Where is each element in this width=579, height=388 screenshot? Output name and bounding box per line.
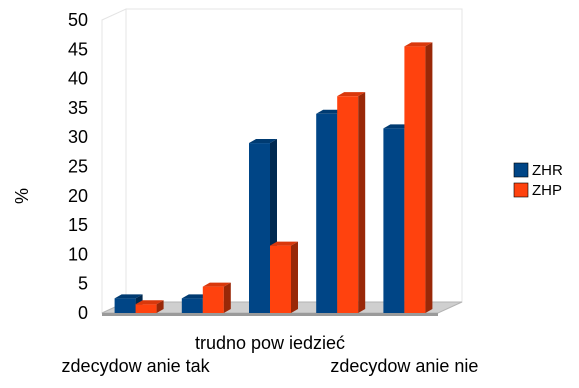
bar-zhp-3 — [337, 92, 366, 314]
bar-zhp-2 — [270, 241, 298, 313]
y-tick-label: 35 — [68, 98, 88, 118]
bar-top — [249, 139, 277, 144]
bar-top — [114, 294, 143, 299]
bar-zhp-0 — [135, 300, 164, 313]
bar-side — [425, 42, 433, 314]
bar-front — [249, 143, 270, 313]
bar-side — [223, 282, 231, 313]
y-tick-label: 50 — [68, 10, 88, 30]
bar-side — [291, 241, 298, 313]
y-tick-label: 25 — [68, 157, 88, 177]
bars — [114, 42, 433, 314]
legend-label-zhp: ZHP — [532, 182, 562, 199]
y-tick-label: 10 — [68, 244, 88, 264]
bar-top — [135, 300, 164, 305]
y-tick-label: 40 — [68, 69, 88, 89]
bar-front — [337, 96, 359, 314]
bar-zhp-4 — [404, 42, 433, 314]
floor-edge — [102, 313, 438, 316]
y-tick-label: 20 — [68, 186, 88, 206]
bar-zhp-1 — [202, 282, 231, 313]
bar-top — [337, 92, 366, 97]
y-tick-label: 15 — [68, 215, 88, 235]
bar-top — [202, 282, 231, 287]
bar-side — [156, 300, 164, 313]
x-tick-label: trudno pow iedzieć — [195, 333, 345, 353]
bar-front — [114, 298, 136, 313]
legend: ZHR ZHP — [513, 162, 563, 199]
y-tick-label: 5 — [78, 274, 88, 294]
y-tick-label: 45 — [68, 39, 88, 59]
bar-front — [270, 245, 291, 313]
x-axis: zdecydow anie tak trudno pow iedzieć zdecy… — [62, 333, 479, 376]
bar-front — [202, 286, 224, 313]
bar-front — [383, 128, 405, 313]
y-tick-label: 30 — [68, 127, 88, 147]
x-tick-label: zdecydow anie nie — [330, 356, 478, 376]
x-tick-label: zdecydow anie tak — [62, 356, 211, 376]
bar-front — [135, 304, 157, 313]
bar-front — [404, 46, 426, 314]
legend-swatch-zhr — [513, 162, 529, 178]
y-axis: 0 5 10 15 20 25 30 35 40 45 50 — [68, 10, 88, 323]
bar-side — [358, 92, 366, 314]
bar-top — [404, 42, 433, 47]
bar-top — [270, 241, 298, 246]
side-wall — [101, 8, 127, 314]
legend-swatch-zhp — [513, 182, 529, 198]
bar-front — [181, 298, 203, 313]
y-tick-label: 0 — [78, 303, 88, 323]
legend-label-zhr: ZHR — [532, 162, 563, 179]
y-axis-label: % — [12, 188, 32, 204]
bar-front — [316, 113, 338, 313]
